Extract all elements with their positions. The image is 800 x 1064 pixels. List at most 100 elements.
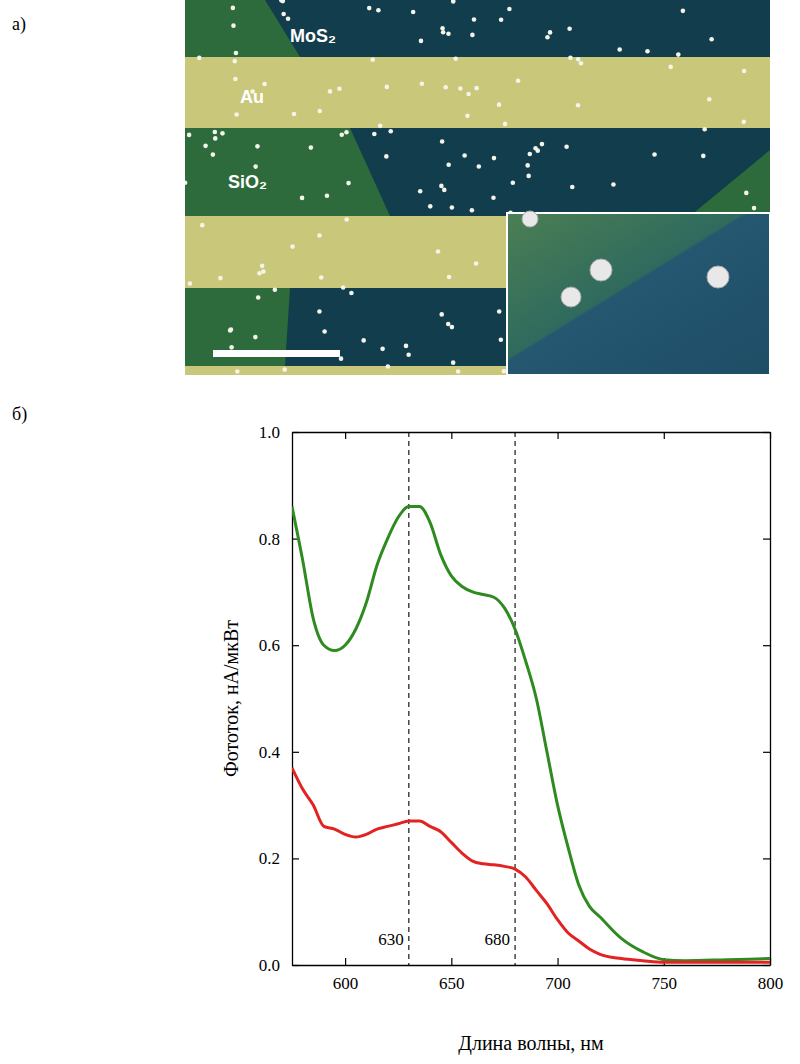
annotation-label: 630 — [378, 930, 404, 949]
nanoparticle — [474, 261, 479, 266]
image-label: SiO₂ — [228, 172, 267, 192]
gold-stripe — [185, 57, 770, 128]
nanoparticle — [502, 369, 507, 374]
reference-line — [515, 432, 516, 965]
nanoparticle — [203, 144, 208, 149]
inset-particle — [522, 211, 538, 227]
nanoparticle — [741, 120, 746, 125]
nanoparticle — [370, 57, 375, 62]
tick-mark — [557, 958, 558, 965]
nanoparticle — [292, 112, 297, 117]
nanoparticle — [229, 327, 234, 332]
nanoparticle — [579, 61, 584, 66]
nanoparticle — [645, 49, 650, 54]
nanoparticle — [328, 89, 333, 94]
panel-label: а) — [12, 14, 26, 35]
tick-label: 1.0 — [259, 423, 280, 442]
substrate-stripe — [185, 128, 770, 216]
nanoparticle — [290, 244, 295, 249]
tick: 0.8 — [259, 530, 299, 549]
tick: 650 — [439, 958, 465, 993]
nanoparticle — [253, 164, 258, 169]
tick: 0.2 — [259, 849, 299, 868]
nanoparticle — [213, 130, 218, 135]
tick-label: 750 — [652, 974, 678, 993]
nanoparticle — [458, 86, 463, 91]
nanoparticle — [545, 35, 550, 40]
tick — [345, 432, 346, 439]
tick-label: 0.8 — [259, 530, 280, 549]
nanoparticle — [256, 295, 261, 300]
nanoparticle — [442, 188, 447, 193]
nanoparticle — [322, 329, 327, 334]
tick-mark — [763, 538, 770, 539]
nanoparticle — [231, 23, 236, 28]
x-axis-top — [293, 432, 771, 439]
tick-mark — [292, 858, 299, 859]
nanoparticle — [525, 163, 530, 168]
nanoparticle — [404, 344, 409, 349]
nanoparticle — [233, 77, 238, 82]
nanoparticle — [526, 174, 531, 179]
nanoparticle — [507, 7, 512, 12]
inset-particle — [590, 259, 612, 281]
nanoparticle — [652, 152, 657, 157]
nanoparticle — [462, 153, 467, 158]
nanoparticle — [668, 65, 673, 70]
nanoparticle — [702, 127, 707, 132]
nanoparticle — [361, 338, 366, 343]
tick: 1.0 — [259, 423, 299, 442]
nanoparticle — [232, 59, 237, 64]
image-label: MoS₂ — [290, 26, 336, 46]
nanoparticle — [528, 152, 533, 157]
tick: 0.6 — [259, 636, 299, 655]
nanoparticle — [197, 56, 202, 61]
nanoparticle — [701, 154, 706, 159]
nanoparticle — [516, 78, 521, 83]
y-axis-right — [763, 433, 771, 966]
nanoparticle — [220, 131, 225, 136]
nanoparticle — [384, 154, 389, 159]
nanoparticle — [367, 6, 372, 11]
tick-label: 700 — [545, 974, 571, 993]
tick — [763, 539, 770, 540]
nanoparticle — [385, 85, 390, 90]
tick-mark — [292, 645, 299, 646]
mos2-flake — [350, 128, 770, 216]
nanoparticle — [451, 0, 456, 4]
nanoparticle — [380, 347, 385, 352]
inset — [507, 213, 770, 375]
nanoparticle — [418, 189, 423, 194]
nanoparticle — [499, 337, 504, 342]
nanoparticle — [466, 92, 471, 97]
nanoparticle — [187, 133, 192, 138]
tick-mark — [345, 432, 346, 439]
nanoparticle — [188, 281, 193, 286]
nanoparticle — [339, 132, 344, 137]
nanoparticle — [262, 82, 267, 87]
nanoparticle — [420, 81, 425, 86]
nanoparticle — [282, 367, 287, 372]
nanoparticle — [472, 17, 477, 22]
nanoparticle — [344, 130, 349, 135]
plot-lines — [292, 507, 770, 963]
nanoparticle — [300, 196, 305, 201]
nanoparticle — [253, 335, 258, 340]
nanoparticle — [499, 17, 504, 22]
sem-image — [183, 0, 770, 375]
nanoparticle — [568, 55, 573, 60]
nanoparticle — [257, 271, 262, 276]
tick-mark — [292, 432, 299, 433]
nanoparticle — [503, 122, 508, 127]
inset-particle — [561, 287, 581, 307]
nanoparticle — [570, 185, 575, 190]
tick — [763, 645, 770, 646]
nanoparticle — [439, 312, 444, 317]
nanoparticle — [548, 30, 553, 35]
x-axis-title: Длина волны, нм — [458, 1032, 604, 1055]
nanoparticle — [567, 26, 572, 31]
tick-label: 0.2 — [259, 849, 280, 868]
nanoparticle — [411, 10, 416, 15]
nanoparticle — [281, 12, 286, 17]
y-axis-title: Фототок, нА/мкВт — [220, 620, 242, 777]
